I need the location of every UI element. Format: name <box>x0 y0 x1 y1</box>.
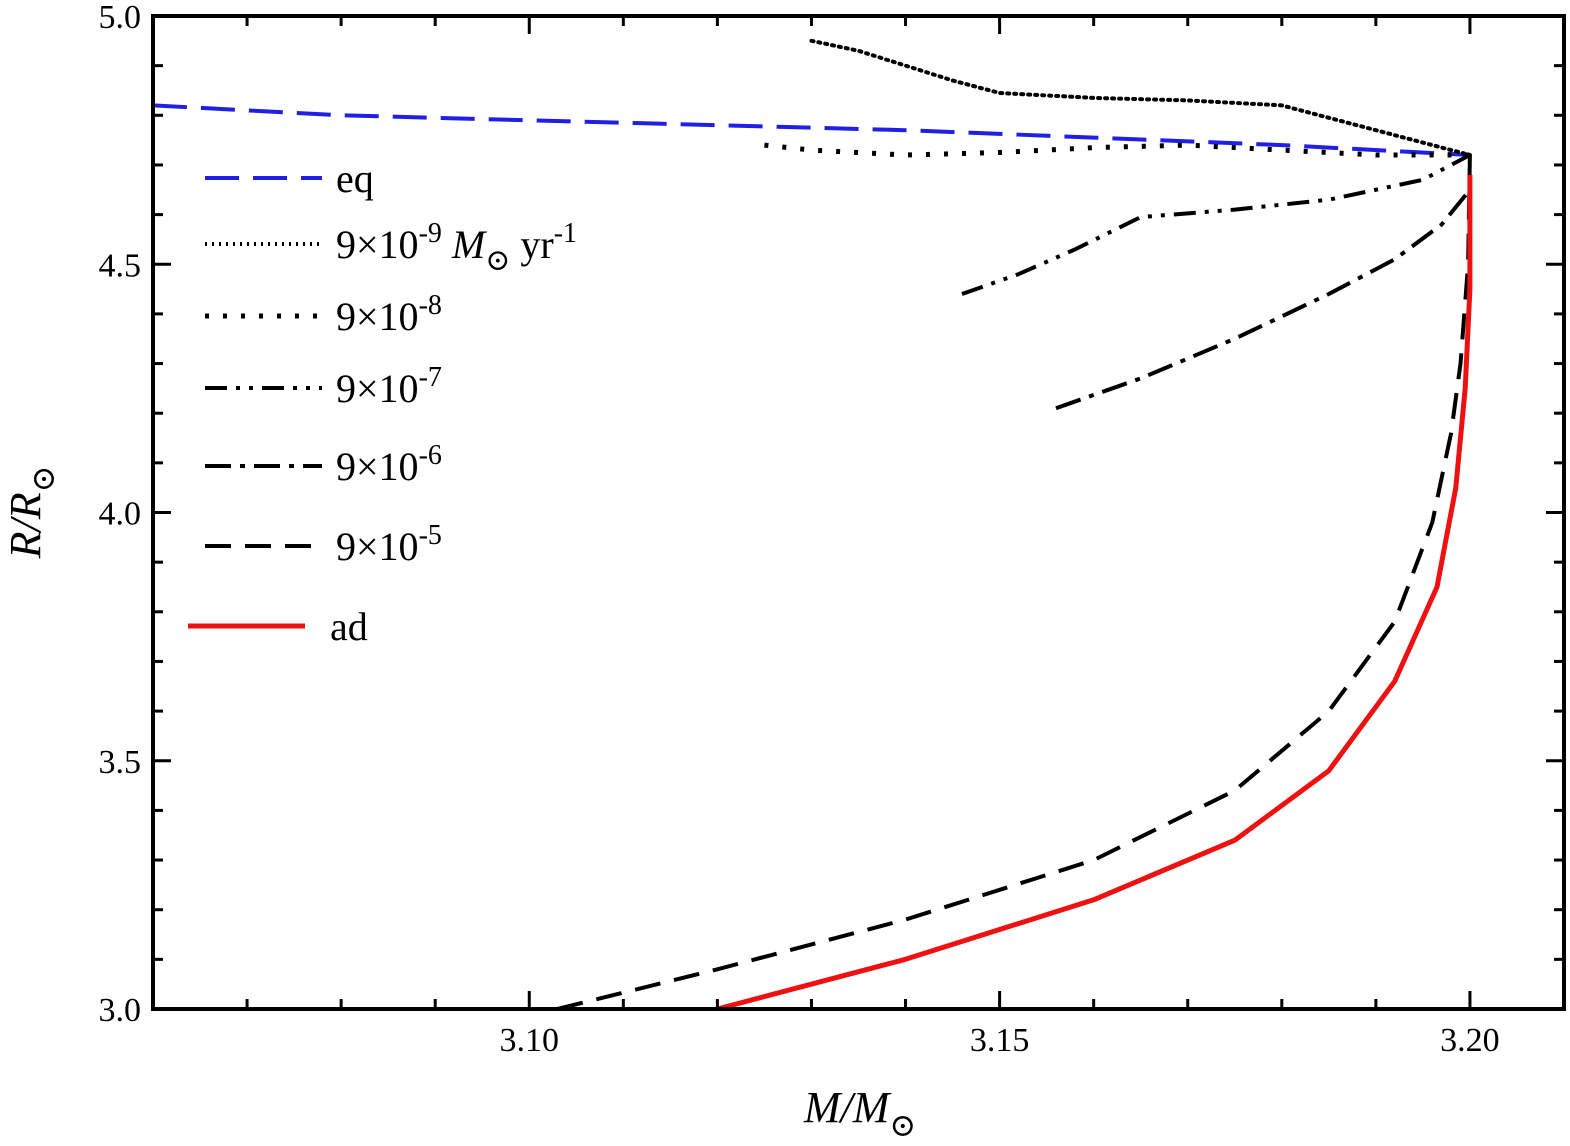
y-axis-title: R/R⊙ <box>1 466 61 560</box>
series-line-9e-5 <box>557 154 1472 1009</box>
series-line-9e-9 <box>809 38 1472 157</box>
legend-label-9e-7: 9×10-7 <box>336 362 442 411</box>
x-tick-label: 3.10 <box>500 1022 560 1059</box>
series-layer <box>153 38 1473 1009</box>
legend: eq 9×10-9 M⊙ yr-1 9×10-8 9×10-7 9×10-6 9×10-5… <box>188 156 577 649</box>
legend-label-9e-8: 9×10-8 <box>336 290 442 339</box>
x-tick-label: 3.15 <box>970 1022 1030 1059</box>
x-tick-label: 3.20 <box>1440 1022 1500 1059</box>
legend-label-9e-6: 9×10-6 <box>336 440 442 489</box>
x-axis-title: M/M⊙ <box>803 1083 916 1143</box>
series-line-eq <box>153 103 1471 157</box>
series-line-ad <box>716 174 1473 1009</box>
y-tick-label: 4.5 <box>99 247 142 284</box>
legend-label-ad: ad <box>330 604 368 649</box>
y-tick-label: 5.0 <box>99 0 142 36</box>
legend-label-9e-9: 9×10-9 M⊙ yr-1 <box>336 218 577 277</box>
axis-ticks: 3.10 3.15 3.20 3.0 3.5 4.0 4.5 5.0 <box>99 0 1566 1059</box>
y-tick-label: 3.5 <box>99 744 142 781</box>
series-line-9e-6 <box>1055 188 1472 411</box>
legend-label-eq: eq <box>336 156 374 201</box>
legend-label-9e-5: 9×10-5 <box>336 520 442 569</box>
y-tick-label: 3.0 <box>99 992 142 1029</box>
y-tick-label: 4.0 <box>99 496 142 533</box>
series-line-9e-7 <box>961 153 1471 296</box>
